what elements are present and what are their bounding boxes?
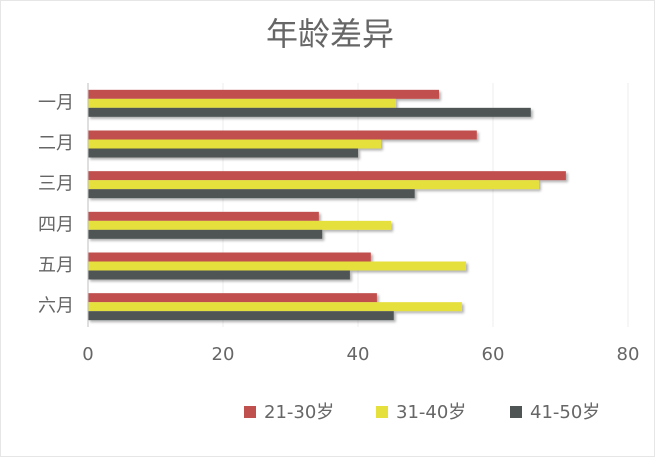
legend-swatch bbox=[510, 406, 522, 418]
bar bbox=[88, 261, 466, 271]
legend-label: 21-30岁 bbox=[264, 402, 334, 423]
y-tick-label: 六月 bbox=[38, 296, 74, 317]
bar bbox=[88, 211, 319, 221]
bar bbox=[88, 130, 477, 140]
bar bbox=[88, 107, 531, 117]
legend-label: 31-40岁 bbox=[396, 402, 466, 423]
bar bbox=[88, 220, 392, 230]
bar bbox=[88, 171, 566, 181]
y-tick-label: 四月 bbox=[38, 214, 74, 235]
bar bbox=[88, 270, 350, 280]
bar bbox=[88, 98, 396, 108]
bar bbox=[88, 139, 381, 149]
y-tick-label: 二月 bbox=[38, 133, 74, 154]
bar bbox=[88, 293, 377, 303]
x-tick-label: 40 bbox=[347, 344, 370, 365]
y-tick-label: 一月 bbox=[38, 92, 74, 113]
y-tick-label: 三月 bbox=[38, 174, 74, 195]
x-tick-label: 20 bbox=[212, 344, 235, 365]
x-tick-label: 80 bbox=[617, 344, 640, 365]
y-tick-label: 五月 bbox=[38, 255, 74, 276]
x-tick-label: 0 bbox=[82, 344, 93, 365]
bar bbox=[88, 229, 323, 239]
legend-swatch bbox=[244, 406, 256, 418]
chart-title: 年龄差异 bbox=[266, 15, 394, 53]
bar bbox=[88, 148, 358, 158]
legend-swatch bbox=[376, 406, 388, 418]
legend-label: 41-50岁 bbox=[530, 402, 600, 423]
bar bbox=[88, 189, 415, 199]
bar bbox=[88, 180, 539, 190]
bar bbox=[88, 302, 462, 312]
bar bbox=[88, 89, 439, 99]
x-tick-label: 60 bbox=[482, 344, 505, 365]
bar bbox=[88, 252, 371, 262]
bar bbox=[88, 311, 394, 321]
